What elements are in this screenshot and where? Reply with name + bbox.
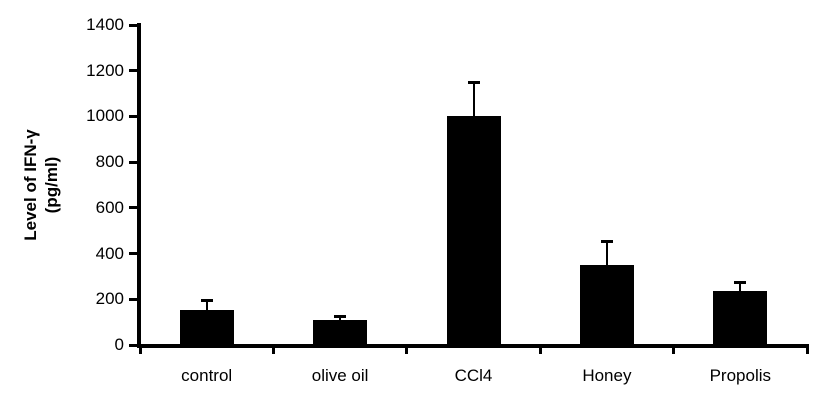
error-bar-cap	[600, 240, 613, 243]
x-category-label: Propolis	[709, 366, 771, 385]
y-axis-line	[137, 23, 141, 348]
y-tick	[129, 343, 138, 347]
y-tick-label: 0	[114, 335, 124, 354]
error-bar-cap	[734, 281, 747, 285]
x-category-label: control	[181, 366, 233, 385]
y-axis-title: Level of IFN-γ (pg/ml)	[20, 35, 62, 335]
y-tick	[129, 160, 138, 164]
x-tick	[672, 348, 676, 354]
y-tick-label: 600	[95, 197, 124, 217]
y-tick-label: 400	[95, 243, 124, 263]
bar	[446, 116, 501, 347]
y-tick-label: 1000	[86, 106, 124, 126]
y-tick	[129, 69, 138, 73]
bar	[713, 291, 768, 347]
x-tick	[405, 348, 409, 354]
x-tick	[538, 348, 542, 354]
x-category-label: CCl4	[454, 366, 493, 385]
error-bar	[205, 300, 208, 310]
error-bar	[739, 282, 742, 292]
bar	[579, 265, 634, 347]
bar	[179, 309, 234, 347]
error-bar	[605, 241, 608, 265]
y-tick-label: 200	[95, 289, 124, 309]
x-category-label: olive oil	[311, 366, 369, 385]
y-tick-label: 800	[95, 152, 124, 172]
error-bar-cap	[334, 315, 347, 319]
x-tick	[138, 348, 142, 354]
x-tick	[271, 348, 275, 354]
y-tick	[129, 114, 138, 118]
x-category-label: Honey	[582, 366, 632, 385]
x-tick	[805, 348, 809, 354]
error-bar-cap	[200, 299, 213, 303]
error-bar-cap	[467, 81, 480, 85]
y-axis-title-line1: Level of IFN-γ	[21, 129, 40, 241]
y-tick	[129, 206, 138, 210]
y-axis-title-line2: (pg/ml)	[42, 156, 61, 214]
bar	[313, 319, 368, 347]
y-tick-label: 1400	[86, 15, 124, 34]
error-bar	[472, 82, 475, 117]
y-tick	[129, 252, 138, 256]
y-tick-label: 1200	[86, 60, 124, 80]
y-tick	[129, 297, 138, 301]
y-tick	[129, 23, 138, 27]
